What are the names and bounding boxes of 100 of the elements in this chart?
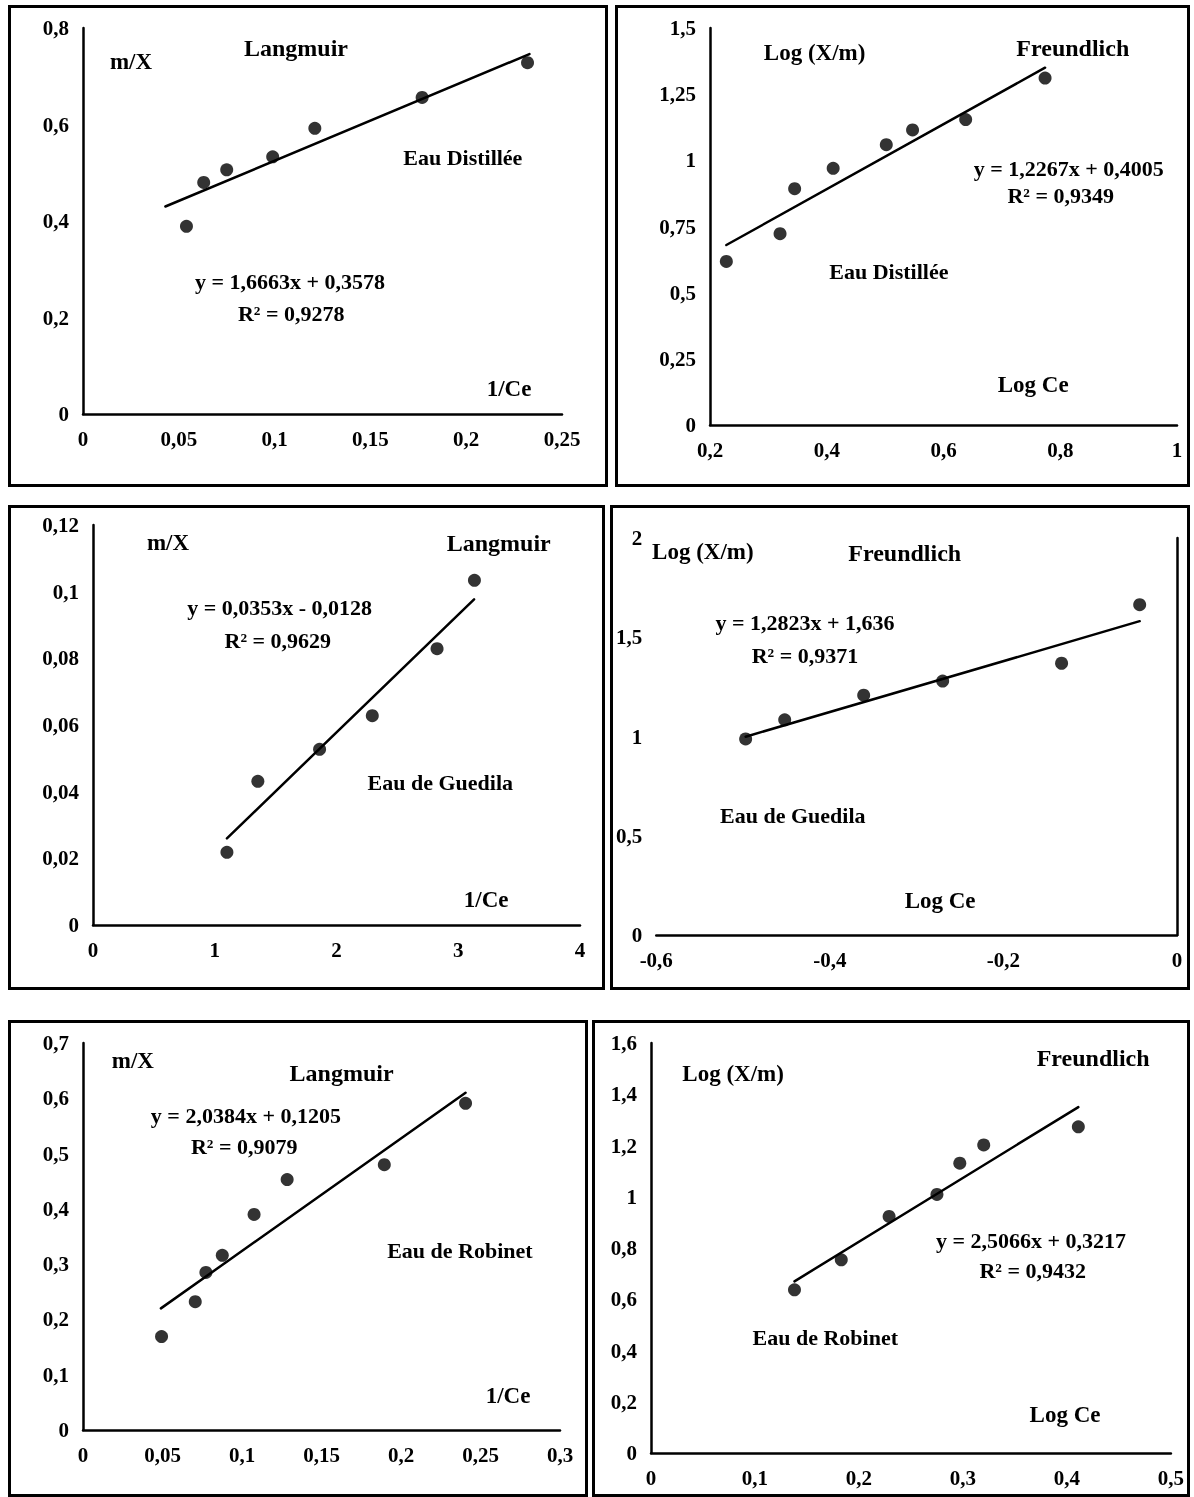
- chart-title: Freundlich: [1016, 35, 1130, 62]
- chart-title: Freundlich: [1036, 1044, 1150, 1071]
- y-tick-label: 1: [631, 724, 643, 749]
- x-tick-label: 0,3: [546, 1442, 574, 1467]
- point: [739, 732, 753, 746]
- x-axis-title: Log Ce: [1029, 1401, 1101, 1427]
- x-tick-label: 0: [87, 937, 99, 962]
- y-tick-label: 0,2: [42, 1307, 69, 1332]
- point: [788, 182, 802, 196]
- point: [179, 219, 193, 233]
- x-tick-label: 1: [1171, 437, 1183, 462]
- x-tick-label: 0,1: [228, 1442, 256, 1467]
- x-tick-label: -0,4: [813, 947, 847, 972]
- y-tick-label: 0,75: [659, 214, 696, 239]
- x-tick-label: 0,25: [462, 1442, 499, 1467]
- annotation: y = 2,0384x + 0,1205: [150, 1102, 341, 1128]
- y-tick-label: 0: [58, 1418, 69, 1442]
- point: [280, 1173, 294, 1187]
- x-tick-label: 0,05: [144, 1442, 181, 1467]
- point: [936, 674, 950, 688]
- y-tick-label: 0,3: [42, 1252, 69, 1277]
- x-tick-label: 0,2: [453, 426, 480, 451]
- text: Langmuir: [289, 1060, 394, 1087]
- x-tick-label: 0,4: [1053, 1465, 1081, 1490]
- y-tick-label: 1,6: [610, 1031, 637, 1055]
- annotation: Eau de Guedila: [367, 770, 513, 796]
- y-tick-label: 1,5: [616, 625, 643, 650]
- x-tick-label: 0,8: [1047, 437, 1074, 462]
- point: [879, 138, 893, 152]
- x-axis-title: 1/Ce: [485, 1382, 531, 1408]
- annotation: R² = 0,9371: [751, 643, 859, 669]
- point: [415, 90, 429, 104]
- point: [220, 163, 234, 177]
- y-axis-title: Log (X/m): [652, 538, 754, 564]
- y-tick-label: 0,06: [42, 713, 79, 737]
- y-tick-label: 0,04: [42, 779, 80, 804]
- point: [773, 227, 787, 241]
- x-tick-label: -0,6: [639, 947, 673, 972]
- point: [882, 1209, 896, 1223]
- y-tick-label: 0,6: [610, 1287, 637, 1312]
- x-tick-label: 0,4: [813, 437, 841, 462]
- x-axis-title: 1/Ce: [463, 887, 509, 913]
- y-axis-title: m/X: [146, 530, 190, 556]
- chart-title: Langmuir: [446, 529, 552, 556]
- y-axis-title: m/X: [109, 48, 153, 74]
- x-axis-title: 1/Ce: [486, 376, 532, 402]
- annotation: Eau Distillée: [829, 258, 949, 284]
- y-tick-label: 0,7: [42, 1031, 69, 1055]
- point: [1038, 71, 1052, 85]
- point: [155, 1330, 169, 1344]
- y-tick-label: 1,2: [610, 1133, 637, 1158]
- y-tick-label: 0,08: [42, 646, 79, 671]
- y-tick-label: 0,1: [42, 1362, 69, 1387]
- y-tick-label: 0,4: [42, 209, 70, 233]
- y-tick-label: 0,6: [42, 1086, 69, 1111]
- annotation: Eau de Guedila: [720, 803, 866, 829]
- point: [188, 1295, 202, 1309]
- annotation: y = 2,5066x + 0,3217: [935, 1227, 1126, 1253]
- point: [521, 56, 535, 70]
- annotation: y = 1,2267x + 0,4005: [973, 155, 1164, 181]
- point: [247, 1207, 261, 1221]
- point: [1055, 656, 1069, 670]
- point: [220, 845, 234, 859]
- y-tick-label: 0: [58, 402, 69, 426]
- x-tick-label: 0,6: [930, 437, 957, 462]
- x-tick-label: 4: [574, 937, 586, 962]
- y-axis-title: Log (X/m): [763, 40, 866, 66]
- point: [778, 713, 792, 727]
- point: [199, 1265, 213, 1279]
- x-axis-title: Log Ce: [904, 888, 976, 914]
- y-tick-label: 1: [626, 1184, 637, 1209]
- y-tick-label: 1,4: [610, 1082, 638, 1107]
- y-tick-label: 0,2: [42, 305, 69, 330]
- point: [826, 161, 840, 175]
- y-tick-label: 2: [631, 526, 643, 550]
- y-tick-label: 0,02: [42, 846, 79, 871]
- x-tick-label: 0,25: [543, 426, 581, 451]
- y-tick-label: 0,1: [52, 579, 79, 604]
- point: [1133, 598, 1147, 612]
- x-tick-label: -0,2: [986, 947, 1021, 972]
- y-tick-label: 0,4: [610, 1338, 638, 1363]
- point: [467, 573, 481, 587]
- annotation: R² = 0,9432: [979, 1257, 1086, 1283]
- x-tick-label: 0,05: [160, 426, 198, 451]
- point: [266, 150, 280, 164]
- y-tick-label: 0,2: [610, 1389, 637, 1414]
- y-tick-label: 0,5: [42, 1141, 69, 1166]
- x-tick-label: 0,15: [352, 426, 389, 451]
- point: [834, 1253, 848, 1267]
- x-tick-label: 0,15: [303, 1442, 340, 1467]
- point: [788, 1283, 801, 1297]
- annotation: y = 0,0353x - 0,0128: [187, 595, 373, 621]
- point: [977, 1138, 991, 1152]
- annotation: R² = 0,9278: [237, 300, 345, 326]
- y-tick-label: 0,12: [42, 513, 79, 537]
- annotation: R² = 0,9629: [224, 628, 332, 654]
- x-tick-label: 3: [453, 937, 464, 962]
- y-tick-label: 0,8: [42, 16, 69, 40]
- point: [308, 121, 322, 135]
- y-tick-label: 0,5: [669, 280, 696, 305]
